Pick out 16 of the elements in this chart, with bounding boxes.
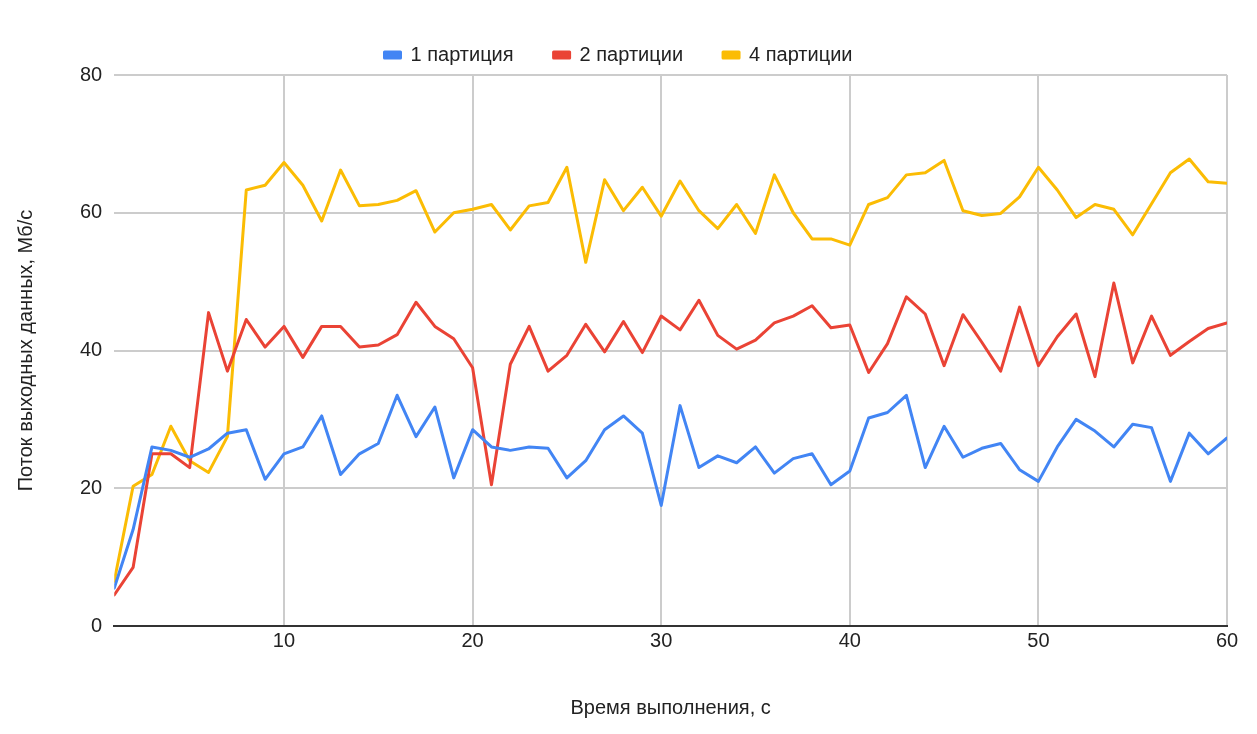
- x-tick-label: 10: [272, 628, 296, 651]
- y-tick-label: 20: [80, 475, 103, 498]
- y-axis-title: Поток выходных данных, Мб/с: [13, 209, 36, 492]
- legend-label: 2 партиции: [579, 42, 684, 65]
- legend-label: 1 партиция: [410, 42, 514, 65]
- x-tick-label: 40: [838, 628, 861, 651]
- x-tick-label: 60: [1215, 628, 1239, 651]
- y-tick-label: 40: [80, 338, 103, 361]
- legend-label: 4 партиции: [749, 42, 853, 65]
- x-tick-label: 20: [461, 628, 484, 651]
- y-tick-label: 60: [80, 200, 103, 223]
- x-tick-label: 30: [650, 628, 673, 651]
- y-tick-label: 0: [91, 613, 103, 636]
- y-tick-label: 80: [80, 62, 103, 85]
- x-axis-title: Время выполнения, с: [570, 695, 771, 718]
- x-tick-label: 50: [1027, 628, 1050, 651]
